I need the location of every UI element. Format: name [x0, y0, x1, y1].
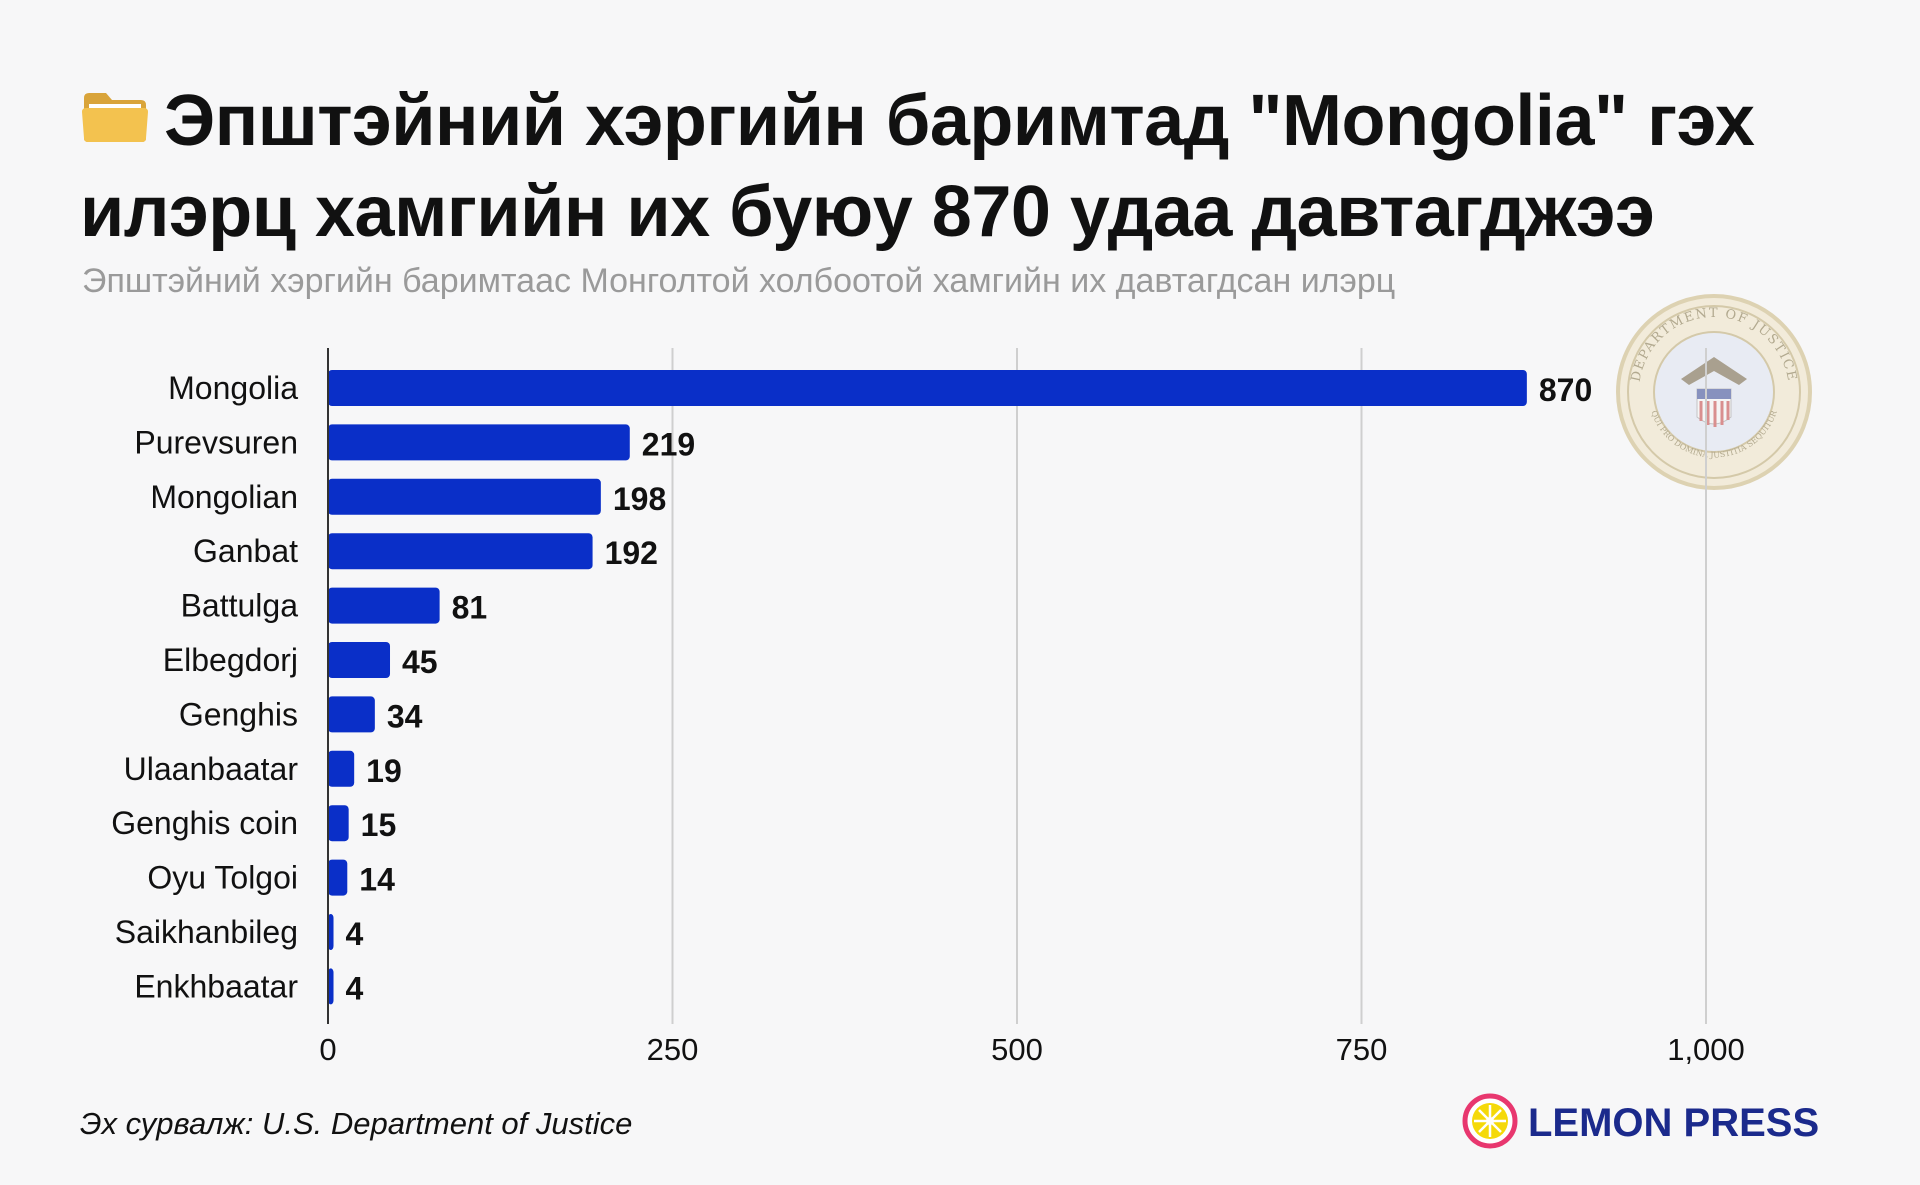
- data-label: 870: [1539, 372, 1592, 408]
- category-label: Mongolia: [168, 370, 298, 406]
- data-label: 81: [452, 590, 488, 626]
- x-tick-label: 750: [1336, 1032, 1388, 1067]
- category-label: Enkhbaatar: [134, 968, 298, 1004]
- category-label: Saikhanbileg: [115, 914, 298, 950]
- data-label: 4: [346, 970, 364, 1006]
- value-labels: 870 219 198 192 81 45 34 19 15 14 4 4: [346, 372, 1593, 1006]
- data-label: 198: [613, 481, 666, 517]
- bar: [328, 587, 440, 624]
- data-label: 45: [402, 644, 438, 680]
- data-label: 219: [642, 426, 695, 462]
- bar: [328, 750, 355, 787]
- data-label: 19: [366, 753, 402, 789]
- bar: [328, 370, 1527, 406]
- category-label: Purevsuren: [134, 424, 298, 460]
- bar: [328, 424, 630, 461]
- brand-logo: LEMON PRESS: [1462, 1090, 1819, 1156]
- bar: [328, 914, 334, 950]
- category-label: Genghis coin: [111, 805, 298, 841]
- chart-title-text: Эпштэйний хэргийн баримтад "Mongolia" гэ…: [80, 81, 1755, 252]
- data-label: 15: [361, 807, 397, 843]
- brand-name: LEMON PRESS: [1528, 1100, 1820, 1145]
- bar: [328, 859, 348, 896]
- category-label: Mongolian: [150, 479, 298, 515]
- grid-lines: [671, 348, 1707, 1024]
- category-label: Oyu Tolgoi: [147, 860, 298, 896]
- x-tick-label: 0: [319, 1032, 336, 1067]
- bars: [328, 370, 1527, 1005]
- doj-seal-icon: DEPARTMENT OF JUSTICE QUI PRO DOMINA JUS…: [1615, 293, 1813, 496]
- title-block: Эпштэйний хэргийн баримтад "Mongolia" гэ…: [80, 78, 1840, 255]
- bar: [328, 696, 375, 733]
- category-label: Ulaanbaatar: [124, 751, 299, 787]
- data-label: 4: [346, 916, 364, 952]
- x-tick-label: 250: [647, 1032, 699, 1067]
- category-labels: Mongolia Purevsuren Mongolian Ganbat Battulg…: [111, 370, 298, 1004]
- data-label: 192: [605, 535, 658, 571]
- chart-title: Эпштэйний хэргийн баримтад "Mongolia" гэ…: [80, 78, 1840, 255]
- bar: [328, 478, 601, 515]
- bar: [328, 805, 349, 842]
- x-tick-labels: 0 250 500 750 1,000: [319, 1032, 1744, 1067]
- category-label: Battulga: [181, 588, 299, 624]
- bar: [328, 533, 593, 570]
- chart-subtitle: Эпштэйний хэргийн баримтаас Монголтой хо…: [82, 262, 1396, 300]
- data-label: 14: [359, 862, 395, 898]
- source-note: Эх сурвалж: U.S. Department of Justice: [80, 1106, 633, 1141]
- data-label: 34: [387, 698, 423, 734]
- category-label: Ganbat: [193, 533, 298, 569]
- category-label: Genghis: [179, 696, 298, 732]
- folder-icon: [80, 77, 150, 163]
- x-tick-label: 1,000: [1667, 1032, 1745, 1067]
- lemon-icon: [1462, 1093, 1518, 1154]
- bar: [328, 968, 334, 1005]
- bar: [328, 642, 391, 678]
- x-tick-label: 500: [991, 1032, 1043, 1067]
- category-label: Elbegdorj: [163, 642, 298, 678]
